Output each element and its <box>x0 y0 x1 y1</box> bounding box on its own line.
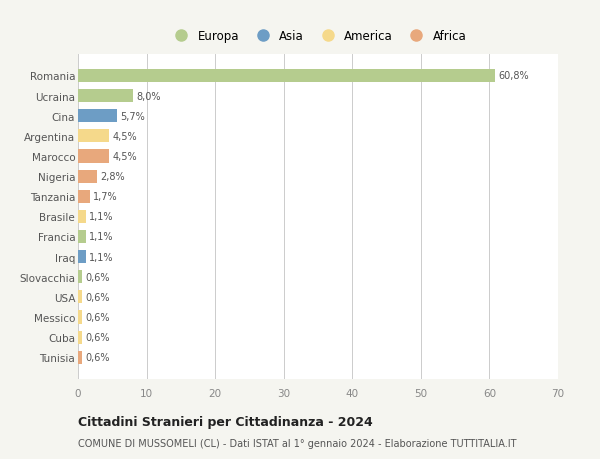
Bar <box>78 190 89 203</box>
Text: 60,8%: 60,8% <box>499 71 529 81</box>
Text: 2,8%: 2,8% <box>101 172 125 182</box>
Text: 0,6%: 0,6% <box>86 332 110 342</box>
Text: 1,1%: 1,1% <box>89 232 113 242</box>
Text: 0,6%: 0,6% <box>86 353 110 363</box>
Text: 1,7%: 1,7% <box>93 192 118 202</box>
Bar <box>78 170 97 183</box>
Bar <box>78 271 82 284</box>
Text: 1,1%: 1,1% <box>89 212 113 222</box>
Bar <box>78 251 86 263</box>
Text: 0,6%: 0,6% <box>86 312 110 322</box>
Text: COMUNE DI MUSSOMELI (CL) - Dati ISTAT al 1° gennaio 2024 - Elaborazione TUTTITAL: COMUNE DI MUSSOMELI (CL) - Dati ISTAT al… <box>78 438 517 448</box>
Bar <box>78 90 133 103</box>
Text: Cittadini Stranieri per Cittadinanza - 2024: Cittadini Stranieri per Cittadinanza - 2… <box>78 415 373 428</box>
Text: 1,1%: 1,1% <box>89 252 113 262</box>
Text: 5,7%: 5,7% <box>121 112 145 122</box>
Text: 0,6%: 0,6% <box>86 272 110 282</box>
Legend: Europa, Asia, America, Africa: Europa, Asia, America, Africa <box>164 25 472 48</box>
Bar <box>78 351 82 364</box>
Bar <box>78 230 86 243</box>
Bar <box>78 291 82 304</box>
Bar <box>78 70 495 83</box>
Text: 4,5%: 4,5% <box>112 151 137 162</box>
Bar <box>78 210 86 224</box>
Bar <box>78 331 82 344</box>
Bar <box>78 110 117 123</box>
Bar <box>78 311 82 324</box>
Text: 4,5%: 4,5% <box>112 132 137 141</box>
Text: 0,6%: 0,6% <box>86 292 110 302</box>
Bar <box>78 130 109 143</box>
Text: 8,0%: 8,0% <box>136 91 161 101</box>
Bar <box>78 150 109 163</box>
